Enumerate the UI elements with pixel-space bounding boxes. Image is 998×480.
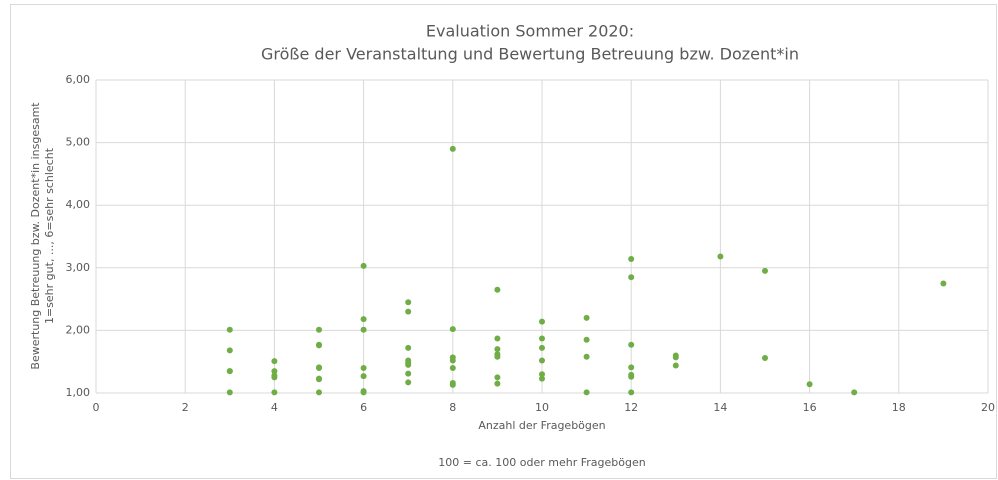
y-tick-label: 6,00 — [66, 73, 91, 86]
point — [449, 381, 456, 388]
point — [851, 389, 858, 396]
point — [405, 361, 412, 368]
point — [360, 316, 367, 323]
point — [226, 326, 233, 333]
point — [449, 326, 456, 333]
point — [583, 389, 590, 396]
point — [539, 335, 545, 342]
point — [672, 354, 679, 361]
point — [539, 318, 545, 325]
x-tick-label: 2 — [182, 401, 189, 414]
x-axis-label: Anzahl der Fragebögen — [478, 419, 605, 432]
point — [271, 358, 278, 365]
x-tick-label: 8 — [449, 401, 456, 414]
y-axis-label: Bewertung Betreuung bzw. Dozent*in insge… — [29, 102, 42, 370]
point — [628, 274, 635, 281]
point — [539, 344, 545, 351]
annotation: 100 = ca. 100 oder mehr Fragebögen — [438, 456, 645, 469]
point — [226, 389, 233, 396]
point — [360, 326, 367, 333]
point — [539, 357, 545, 364]
point — [717, 253, 724, 260]
point — [360, 389, 367, 396]
point — [449, 145, 456, 152]
point — [494, 286, 501, 293]
point — [672, 362, 679, 369]
point — [583, 314, 590, 321]
point — [628, 364, 635, 371]
point — [583, 336, 590, 343]
point — [539, 371, 545, 378]
point — [405, 379, 412, 386]
x-tick-label: 14 — [713, 401, 727, 414]
point — [226, 368, 233, 375]
point — [316, 326, 322, 333]
point — [628, 341, 635, 348]
point — [494, 380, 501, 387]
y-tick-label: 5,00 — [66, 136, 91, 149]
point — [762, 354, 768, 361]
x-tick-label: 12 — [624, 401, 638, 414]
x-tick-label: 18 — [892, 401, 906, 414]
x-tick-label: 16 — [803, 401, 817, 414]
x-tick-label: 20 — [981, 401, 995, 414]
x-tick-label: 10 — [535, 401, 549, 414]
point — [628, 389, 635, 396]
y-tick-label: 2,00 — [66, 323, 91, 336]
y-axis-label: 1=sehr gut, ..., 6=sehr schlecht — [43, 147, 56, 324]
chart-border — [10, 4, 997, 479]
point — [271, 374, 278, 381]
point — [405, 299, 412, 306]
point — [316, 364, 322, 371]
point — [316, 389, 322, 396]
x-tick-label: 4 — [271, 401, 278, 414]
point — [940, 280, 947, 287]
point — [494, 346, 501, 353]
point — [449, 364, 456, 371]
point — [405, 344, 412, 351]
point — [494, 353, 501, 360]
point — [360, 373, 367, 380]
point — [494, 335, 501, 342]
point — [583, 353, 590, 360]
x-tick-label: 6 — [360, 401, 367, 414]
y-tick-label: 1,00 — [66, 386, 91, 399]
point — [316, 376, 322, 383]
point — [316, 342, 322, 349]
point — [271, 389, 278, 396]
point — [539, 375, 545, 382]
point — [628, 373, 635, 380]
y-tick-label: 4,00 — [66, 198, 91, 211]
point — [226, 347, 233, 354]
point — [271, 368, 278, 375]
y-tick-label: 3,00 — [66, 261, 91, 274]
point — [405, 308, 412, 315]
x-tick-label: 0 — [93, 401, 100, 414]
point — [360, 364, 367, 371]
point — [494, 374, 501, 381]
chart-title: Evaluation Sommer 2020: — [426, 22, 634, 41]
point — [806, 381, 813, 388]
chart-title: Größe der Veranstaltung und Bewertung Be… — [261, 45, 799, 64]
point — [762, 267, 768, 274]
point — [628, 256, 635, 263]
point — [449, 357, 456, 364]
point — [360, 262, 367, 269]
point — [405, 370, 412, 377]
